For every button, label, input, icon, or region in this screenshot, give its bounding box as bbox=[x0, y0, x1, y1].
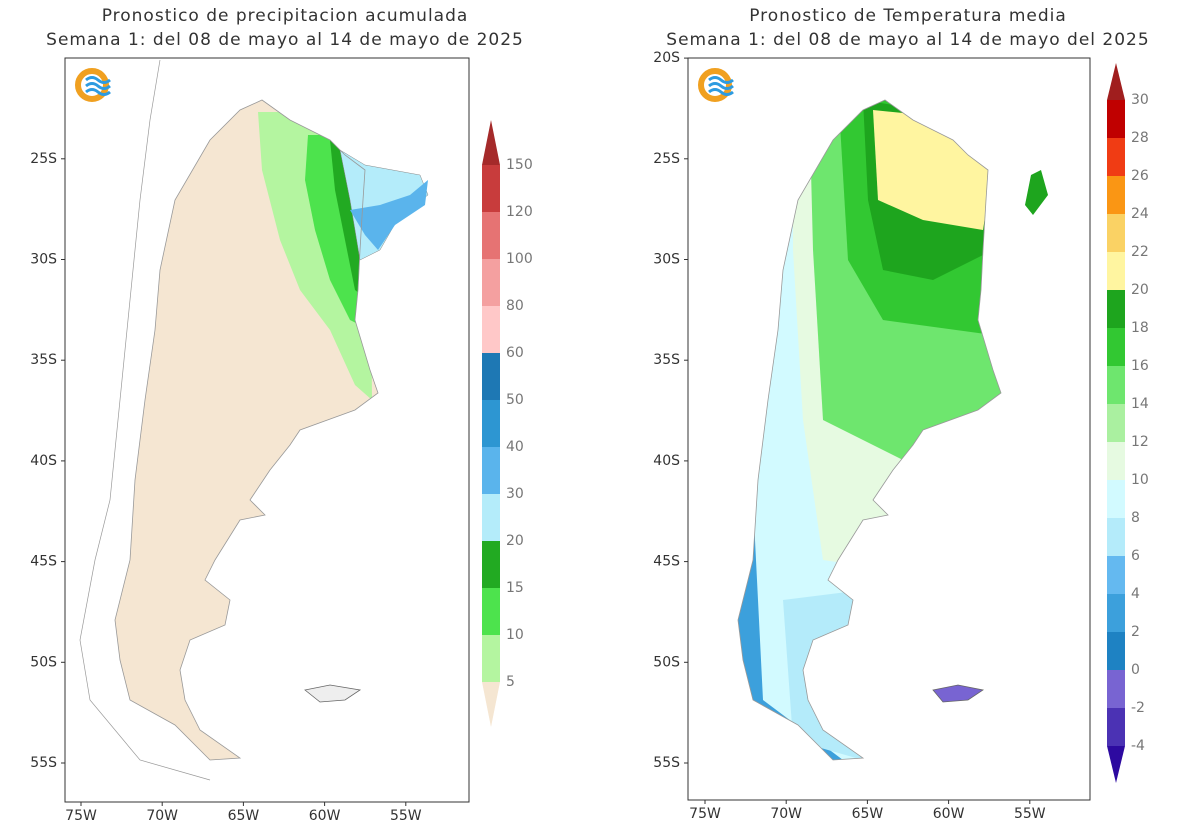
lat-tick-label: 50S bbox=[653, 654, 680, 670]
colorbar-label: -4 bbox=[1131, 738, 1145, 754]
temp-map bbox=[687, 57, 1091, 801]
colorbar-high bbox=[482, 120, 500, 165]
colorbar-segment bbox=[482, 353, 500, 400]
colorbar-label: 120 bbox=[506, 204, 533, 220]
colorbar-segment bbox=[1107, 708, 1125, 746]
lat-tick-label: 55S bbox=[653, 755, 680, 771]
lat-tick-label: 55S bbox=[30, 755, 57, 771]
colorbar-label: 40 bbox=[506, 439, 524, 455]
colorbar-label: 100 bbox=[506, 251, 533, 267]
colorbar-label: -2 bbox=[1131, 700, 1145, 716]
colorbar-segment bbox=[1107, 214, 1125, 252]
colorbar-label: 8 bbox=[1131, 510, 1140, 526]
lat-tick-label: 25S bbox=[30, 151, 57, 167]
colorbar-label: 2 bbox=[1131, 624, 1140, 640]
lon-tick-label: 70W bbox=[146, 808, 178, 824]
lat-tick-label: 25S bbox=[653, 151, 680, 167]
colorbar-segment bbox=[482, 635, 500, 682]
colorbar-label: 30 bbox=[1131, 92, 1149, 108]
colorbar-label: 150 bbox=[506, 157, 533, 173]
colorbar-label: 16 bbox=[1131, 358, 1149, 374]
lat-tick-label: 45S bbox=[653, 554, 680, 570]
colorbar-label: 12 bbox=[1131, 434, 1149, 450]
colorbar-segment bbox=[1107, 404, 1125, 442]
colorbar-low bbox=[482, 682, 500, 727]
lat-tick-label: 20S bbox=[653, 50, 680, 66]
colorbar-segment bbox=[1107, 670, 1125, 708]
colorbar-segment bbox=[1107, 480, 1125, 518]
colorbar-segment bbox=[1107, 176, 1125, 214]
title: Semana 1: del 08 de mayo al 14 de mayo d… bbox=[46, 30, 524, 50]
colorbar-segment bbox=[482, 306, 500, 353]
colorbar-label: 24 bbox=[1131, 206, 1149, 222]
colorbar-high bbox=[1107, 63, 1125, 100]
colorbar-label: 10 bbox=[1131, 472, 1149, 488]
colorbar-label: 60 bbox=[506, 345, 524, 361]
lon-tick-label: 75W bbox=[689, 806, 721, 822]
colorbar-segment bbox=[482, 541, 500, 588]
colorbar-segment bbox=[1107, 100, 1125, 138]
precip-map bbox=[64, 57, 470, 803]
lon-tick-label: 65W bbox=[228, 808, 260, 824]
colorbar-label: 22 bbox=[1131, 244, 1149, 260]
lat-tick-label: 30S bbox=[653, 252, 680, 268]
lon-tick-label: 60W bbox=[933, 806, 965, 822]
lon-tick-label: 55W bbox=[1014, 806, 1046, 822]
colorbar-label: 80 bbox=[506, 298, 524, 314]
lon-tick-label: 60W bbox=[309, 808, 341, 824]
colorbar-low bbox=[1107, 746, 1125, 783]
title: Pronostico de Temperatura media bbox=[749, 6, 1067, 26]
lon-tick-label: 75W bbox=[65, 808, 97, 824]
lon-tick-label: 70W bbox=[770, 806, 802, 822]
colorbar-segment bbox=[1107, 556, 1125, 594]
colorbar-segment bbox=[482, 588, 500, 635]
colorbar-label: 18 bbox=[1131, 320, 1149, 336]
colorbar-label: 10 bbox=[506, 627, 524, 643]
lat-tick-label: 35S bbox=[30, 352, 57, 368]
colorbar-segment bbox=[1107, 366, 1125, 404]
colorbar-label: 50 bbox=[506, 392, 524, 408]
colorbar-segment bbox=[1107, 594, 1125, 632]
colorbar-label: 4 bbox=[1131, 586, 1140, 602]
colorbar-segment bbox=[482, 494, 500, 541]
colorbar-segment bbox=[1107, 632, 1125, 670]
colorbar-segment bbox=[1107, 518, 1125, 556]
colorbar-segment bbox=[482, 212, 500, 259]
lat-tick-label: 30S bbox=[30, 252, 57, 268]
colorbar-label: 20 bbox=[1131, 282, 1149, 298]
colorbar-label: 26 bbox=[1131, 168, 1149, 184]
lon-tick-label: 55W bbox=[390, 808, 422, 824]
title: Semana 1: del 08 de mayo al 14 de mayo d… bbox=[666, 30, 1149, 50]
colorbar-segment bbox=[1107, 290, 1125, 328]
colorbar-label: 6 bbox=[1131, 548, 1140, 564]
colorbar-label: 14 bbox=[1131, 396, 1149, 412]
colorbar-label: 30 bbox=[506, 486, 524, 502]
lat-tick-label: 40S bbox=[30, 453, 57, 469]
colorbar-segment bbox=[1107, 328, 1125, 366]
colorbar-segment bbox=[482, 447, 500, 494]
colorbar-label: 20 bbox=[506, 533, 524, 549]
colorbar-segment bbox=[482, 165, 500, 212]
colorbar-segment bbox=[1107, 138, 1125, 176]
title: Pronostico de precipitacion acumulada bbox=[102, 6, 469, 26]
lat-tick-label: 50S bbox=[30, 654, 57, 670]
lat-tick-label: 35S bbox=[653, 352, 680, 368]
colorbar-label: 5 bbox=[506, 674, 515, 690]
colorbar-segment bbox=[1107, 252, 1125, 290]
colorbar-label: 28 bbox=[1131, 130, 1149, 146]
lat-tick-label: 40S bbox=[653, 453, 680, 469]
colorbar-segment bbox=[1107, 442, 1125, 480]
colorbar-segment bbox=[482, 259, 500, 306]
colorbar-label: 15 bbox=[506, 580, 524, 596]
colorbar-label: 0 bbox=[1131, 662, 1140, 678]
lat-tick-label: 45S bbox=[30, 554, 57, 570]
lon-tick-label: 65W bbox=[852, 806, 884, 822]
colorbar-segment bbox=[482, 400, 500, 447]
